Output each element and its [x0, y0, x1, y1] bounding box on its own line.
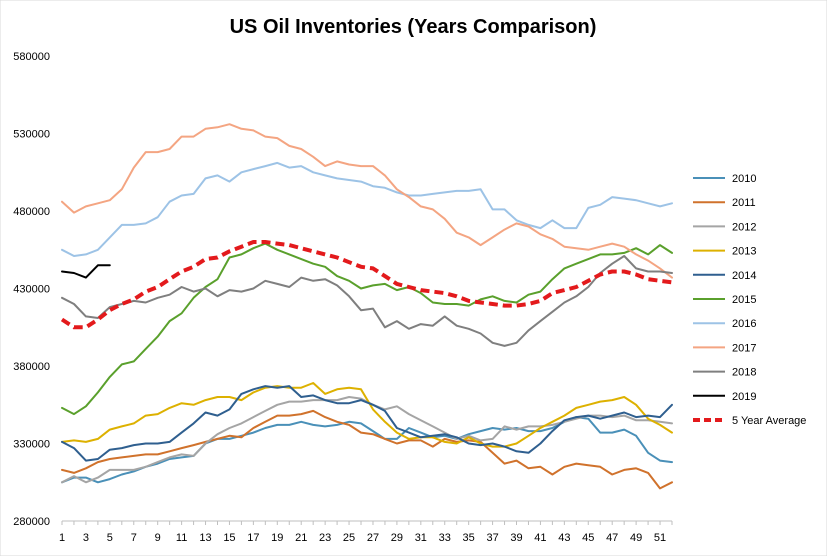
legend-label: 2016: [732, 318, 756, 330]
x-tick-label: 41: [534, 532, 546, 544]
series-line-2013: [61, 382, 673, 448]
series-line-2015: [61, 242, 673, 416]
x-tick-label: 43: [558, 532, 570, 544]
x-tick-label: 31: [415, 532, 427, 544]
x-tick-label: 21: [295, 532, 307, 544]
x-tick-label: 15: [223, 532, 235, 544]
x-tick-label: 9: [155, 532, 161, 544]
x-tick-label: 49: [630, 532, 642, 544]
x-tick-label: 17: [247, 532, 259, 544]
legend-label: 5 Year Average: [732, 415, 806, 427]
y-tick-label: 530000: [13, 129, 50, 141]
x-tick-label: 37: [486, 532, 498, 544]
legend-label: 2018: [732, 367, 756, 379]
legend: 2010 2011 2012 2013 2014 2015 2016 2017 2018 2019…: [693, 173, 806, 427]
legend-label: 2019: [732, 391, 756, 403]
y-tick-label: 480000: [13, 206, 50, 218]
legend-label: 2010: [732, 173, 756, 185]
x-tick-label: 13: [199, 532, 211, 544]
y-tick-label: 330000: [13, 439, 50, 451]
legend-label: 2017: [732, 342, 756, 354]
y-tick-label: 380000: [13, 361, 50, 373]
legend-label: 2014: [732, 270, 756, 282]
legend-label: 2013: [732, 246, 756, 258]
series-line-2017: [61, 123, 673, 279]
series-line-2016: [61, 161, 673, 257]
x-tick-label: 45: [582, 532, 594, 544]
x-tick-label: 11: [176, 532, 187, 544]
x-tick-label: 19: [271, 532, 283, 544]
x-tick-label: 27: [367, 532, 379, 544]
x-tick-label: 5: [107, 532, 113, 544]
chart-title: US Oil Inventories (Years Comparison): [230, 16, 597, 38]
x-tick-label: 23: [319, 532, 331, 544]
legend-label: 2015: [732, 294, 756, 306]
y-tick-label: 580000: [13, 51, 50, 63]
series-line-2018: [61, 255, 673, 347]
series-line-2019: [61, 264, 111, 279]
y-tick-label: 280000: [13, 516, 50, 528]
legend-label: 2011: [732, 197, 756, 209]
x-tick-label: 7: [131, 532, 137, 544]
legend-label: 2012: [732, 221, 756, 233]
x-tick-label: 47: [606, 532, 618, 544]
x-tick-label: 51: [654, 532, 666, 544]
x-tick-label: 39: [510, 532, 522, 544]
x-tick-label: 35: [463, 532, 475, 544]
chart-axes: 280000 330000 380000 430000 480000 530000 5800…: [13, 51, 673, 544]
x-tick-label: 1: [59, 532, 65, 544]
x-tick-label: 3: [83, 532, 89, 544]
y-tick-label: 430000: [13, 284, 50, 296]
series-line-2014: [61, 385, 673, 462]
x-tick-label: 33: [439, 532, 451, 544]
x-tick-label: 29: [391, 532, 403, 544]
x-tick-label: 25: [343, 532, 355, 544]
plot-area: [60, 123, 673, 490]
series-line-5-year-average: [60, 240, 673, 330]
series-line-2011: [61, 409, 673, 490]
